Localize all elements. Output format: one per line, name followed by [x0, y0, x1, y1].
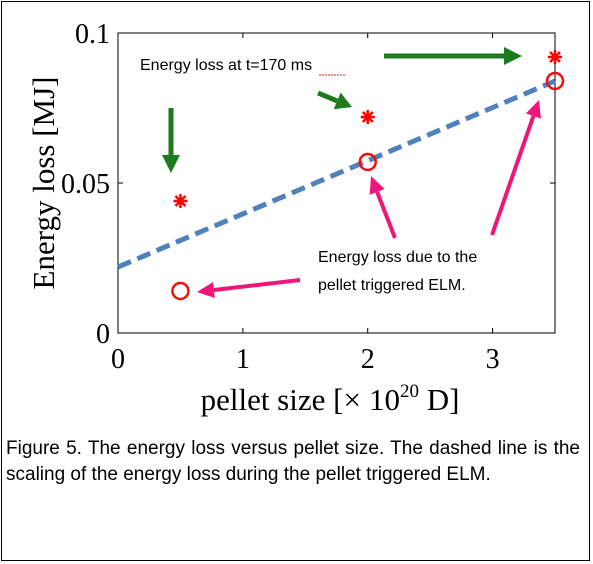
- annotation-elm-line-1: Energy loss due to the: [318, 249, 477, 266]
- green-arrow-2: [317, 90, 352, 110]
- x-tick-label-3: 3: [486, 344, 500, 375]
- x-axis-label-prefix: pellet size [: [201, 382, 344, 417]
- x-axis-label-exponent: 20: [400, 381, 419, 402]
- asterisk-point-2: [548, 50, 562, 64]
- fit-line-group: [117, 78, 556, 270]
- pink-arrow-3: [490, 100, 541, 236]
- x-axis-label-base: 10: [369, 382, 400, 417]
- data-points: [171, 50, 565, 301]
- x-axis-label-times: ×: [343, 382, 360, 417]
- x-axis-label: pellet size [× 1020 D]: [201, 381, 460, 417]
- y-axis-label: Energy loss [MJ]: [26, 77, 61, 290]
- x-axis-label-suffix: D]: [419, 382, 459, 417]
- annotation-energy-loss-170ms: Energy loss at t=170 ms: [140, 57, 312, 74]
- pink-arrow-1: [197, 278, 301, 298]
- green-arrow-1: [162, 108, 180, 173]
- x-tick-label-1: 1: [236, 344, 250, 375]
- circle-point-0: [171, 281, 190, 301]
- energy-loss-chart: 0 1 2 3 0 0.05 0.1 Energy loss [MJ] pellet siz…: [26, 19, 565, 417]
- circle-point-1: [358, 152, 377, 172]
- fit-line: [117, 78, 556, 270]
- figure-caption: Figure 5. The energy loss versus pellet …: [6, 438, 580, 485]
- y-tick-label-1: 0.05: [61, 169, 110, 200]
- asterisk-point-1: [360, 110, 375, 124]
- axis-ticks: 0 1 2 3 0 0.05 0.1: [61, 19, 555, 375]
- asterisk-point-0: [173, 194, 188, 208]
- y-tick-label-2: 0.1: [75, 19, 110, 50]
- annotation-elm-line-2: pellet triggered ELM.: [318, 277, 466, 294]
- x-tick-label-2: 2: [361, 344, 375, 375]
- circle-point-2: [545, 71, 565, 91]
- y-tick-label-0: 0: [96, 319, 110, 350]
- pink-arrow-2: [369, 176, 397, 239]
- x-tick-label-0: 0: [111, 344, 125, 375]
- annotation-arrows: [162, 47, 541, 298]
- annotation-elm-energy-loss: Energy loss due to the pellet triggered …: [318, 249, 482, 294]
- green-arrow-3: [384, 47, 522, 65]
